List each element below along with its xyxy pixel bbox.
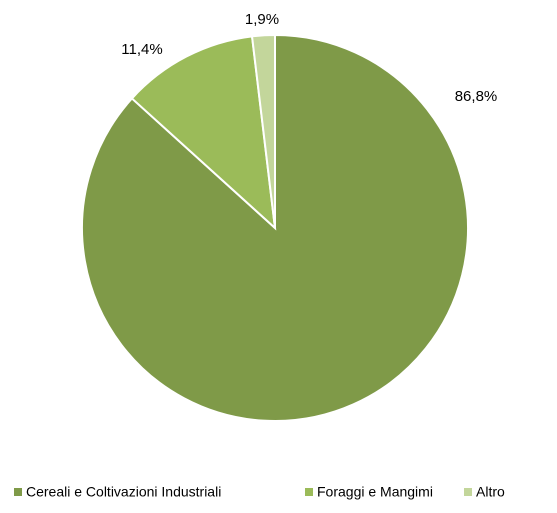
legend-label: Altro: [476, 484, 505, 500]
legend-swatch: [464, 488, 472, 496]
pie-slice: [130, 35, 277, 231]
legend-swatch: [14, 488, 22, 496]
data-label: 11,4%: [121, 41, 162, 58]
data-label: 86,8%: [455, 88, 498, 105]
legend-label: Foraggi e Mangimi: [317, 484, 433, 500]
legend-label: Cereali e Coltivazioni Industriali: [26, 484, 221, 500]
data-label: 1,9%: [245, 11, 279, 28]
legend-swatch: [305, 488, 313, 496]
pie-slice: [250, 33, 276, 229]
